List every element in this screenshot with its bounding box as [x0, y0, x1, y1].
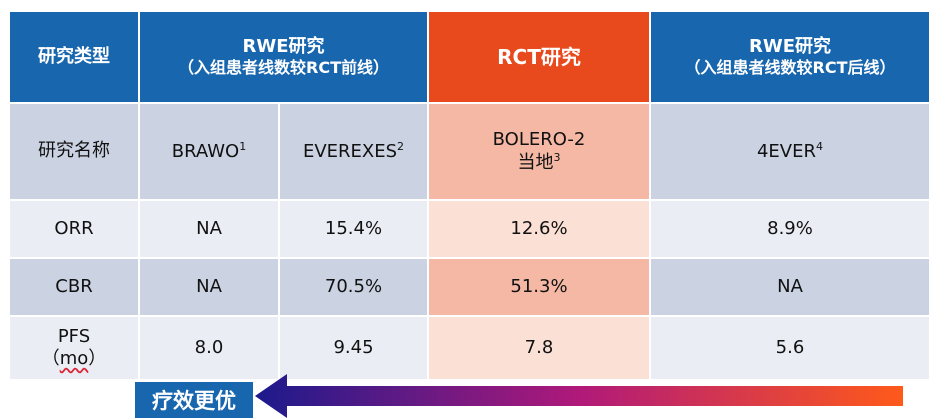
cell-orr-4ever: 8.9%	[651, 201, 929, 257]
header-rwe-before-title: RWE研究	[242, 35, 325, 57]
pfs-unit-mo: mo	[59, 348, 89, 369]
ref-sup-2: 2	[397, 139, 405, 153]
paren-close: ）	[88, 348, 107, 369]
orr-bolero-value: 12.6%	[510, 217, 568, 239]
cell-pfs-bolero: 7.8	[429, 317, 649, 379]
gradient-arrow-icon	[255, 374, 903, 418]
header-study-type: 研究类型	[10, 12, 138, 102]
header-rwe-after-title: RWE研究	[748, 35, 831, 57]
row-label-orr: ORR	[10, 201, 138, 257]
pfs-bolero-value: 7.8	[524, 336, 554, 358]
cell-name-everexes: EVEREXES2	[280, 104, 427, 199]
cell-name-4ever: 4EVER4	[651, 104, 929, 199]
cbr-bolero-value: 51.3%	[510, 275, 568, 297]
row-label-cbr: CBR	[10, 259, 138, 315]
cell-orr-bolero: 12.6%	[429, 201, 649, 257]
row-label-orr-text: ORR	[54, 217, 94, 239]
ref-sup-4: 4	[816, 139, 824, 153]
row-label-cbr-text: CBR	[55, 275, 93, 297]
cbr-brawo-value: NA	[196, 275, 222, 297]
row-label-pfs: PFS （mo）	[10, 317, 138, 379]
cell-pfs-brawo: 8.0	[140, 317, 278, 379]
cell-orr-everexes: 15.4%	[280, 201, 427, 257]
study-name-bolero: BOLERO-2	[492, 128, 586, 150]
row-label-pfs-text: PFS	[57, 325, 91, 347]
cell-orr-brawo: NA	[140, 201, 278, 257]
cell-name-brawo: BRAWO1	[140, 104, 278, 199]
cbr-4ever-value: NA	[777, 275, 803, 297]
cbr-everexes-value: 70.5%	[324, 275, 383, 297]
header-rct-label: RCT研究	[497, 44, 581, 69]
better-efficacy-legend: 疗效更优	[135, 382, 253, 418]
cell-pfs-everexes: 9.45	[280, 317, 427, 379]
orr-brawo-value: NA	[196, 217, 222, 239]
orr-4ever-value: 8.9%	[767, 217, 813, 239]
cell-cbr-bolero: 51.3%	[429, 259, 649, 315]
comparison-table: 研究类型 RWE研究 （入组患者线数较RCT前线） RCT研究 RWE研究 （入…	[10, 12, 929, 379]
pfs-brawo-value: 8.0	[194, 336, 224, 358]
row-label-pfs-unit: （mo）	[42, 348, 107, 371]
arrow-shape	[255, 374, 903, 418]
header-rwe-before-span: RWE研究 （入组患者线数较RCT前线）	[140, 12, 427, 102]
orr-everexes-value: 15.4%	[324, 217, 383, 239]
pfs-everexes-value: 9.45	[333, 336, 374, 358]
header-rwe-before-subtitle: （入组患者线数较RCT前线）	[178, 58, 389, 78]
header-rwe-after-subtitle: （入组患者线数较RCT后线）	[684, 58, 896, 78]
cell-cbr-4ever: NA	[651, 259, 929, 315]
pfs-4ever-value: 5.6	[775, 336, 805, 358]
cell-cbr-brawo: NA	[140, 259, 278, 315]
cell-cbr-everexes: 70.5%	[280, 259, 427, 315]
header-study-type-label: 研究类型	[38, 45, 110, 67]
cell-name-bolero: BOLERO-2 当地3	[429, 104, 649, 199]
header-rct: RCT研究	[429, 12, 649, 102]
study-name-bolero-local: 当地	[517, 152, 554, 173]
ref-sup-1: 1	[239, 139, 247, 153]
study-name-brawo: BRAWO	[171, 140, 240, 162]
row-label-study-name: 研究名称	[10, 104, 138, 199]
paren-open: （	[41, 348, 60, 369]
study-name-4ever: 4EVER	[756, 140, 817, 162]
study-name-everexes: EVEREXES	[302, 140, 398, 162]
ref-sup-3: 3	[553, 151, 561, 164]
cell-pfs-4ever: 5.6	[651, 317, 929, 379]
row-label-study-name-text: 研究名称	[38, 140, 110, 162]
header-rwe-after: RWE研究 （入组患者线数较RCT后线）	[651, 12, 929, 102]
better-efficacy-label: 疗效更优	[152, 389, 236, 413]
